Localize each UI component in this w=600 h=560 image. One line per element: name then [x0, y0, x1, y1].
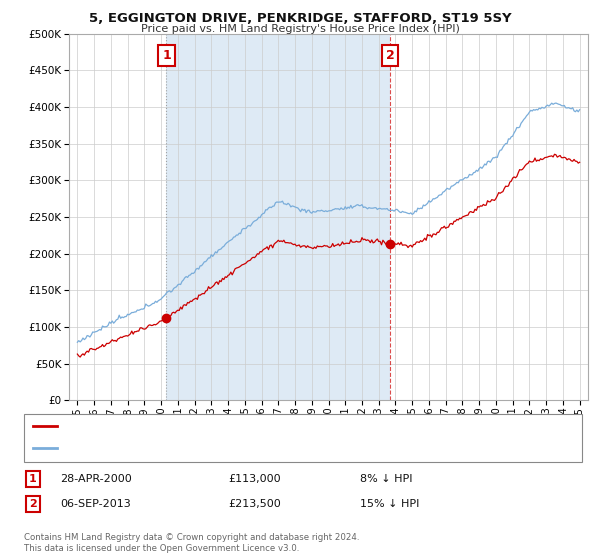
- Text: 28-APR-2000: 28-APR-2000: [60, 474, 132, 484]
- Text: 2: 2: [386, 49, 394, 62]
- Text: 06-SEP-2013: 06-SEP-2013: [60, 499, 131, 509]
- Text: Contains HM Land Registry data © Crown copyright and database right 2024.
This d: Contains HM Land Registry data © Crown c…: [24, 533, 359, 553]
- Text: HPI: Average price, detached house, South Staffordshire: HPI: Average price, detached house, Sout…: [63, 443, 344, 453]
- Text: £113,000: £113,000: [228, 474, 281, 484]
- Text: 15% ↓ HPI: 15% ↓ HPI: [360, 499, 419, 509]
- Text: 8% ↓ HPI: 8% ↓ HPI: [360, 474, 413, 484]
- Text: 5, EGGINGTON DRIVE, PENKRIDGE, STAFFORD, ST19 5SY (detached house): 5, EGGINGTON DRIVE, PENKRIDGE, STAFFORD,…: [63, 421, 437, 431]
- Text: Price paid vs. HM Land Registry's House Price Index (HPI): Price paid vs. HM Land Registry's House …: [140, 24, 460, 34]
- Text: 1: 1: [29, 474, 37, 484]
- Text: 1: 1: [162, 49, 171, 62]
- Bar: [166, 34, 390, 400]
- Text: 2: 2: [29, 499, 37, 509]
- Text: 5, EGGINGTON DRIVE, PENKRIDGE, STAFFORD, ST19 5SY: 5, EGGINGTON DRIVE, PENKRIDGE, STAFFORD,…: [89, 12, 511, 25]
- Text: £213,500: £213,500: [228, 499, 281, 509]
